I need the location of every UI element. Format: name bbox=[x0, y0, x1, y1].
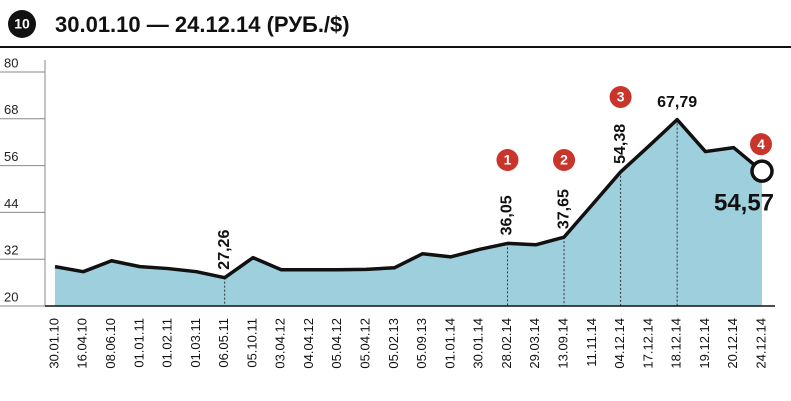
x-tick-label: 24.12.14 bbox=[753, 318, 768, 369]
x-tick-label: 19.12.14 bbox=[697, 318, 712, 369]
x-tick-label: 20.12.14 bbox=[725, 318, 740, 369]
x-tick-label: 13.09.14 bbox=[555, 318, 570, 369]
chart-title: 30.01.10 — 24.12.14 (РУБ./$) bbox=[55, 12, 350, 37]
x-tick-label: 17.12.14 bbox=[640, 318, 655, 369]
x-tick-label: 05.09.13 bbox=[414, 318, 429, 369]
callout-circle bbox=[750, 133, 772, 156]
callout-circle bbox=[609, 86, 632, 108]
y-tick-label: 32 bbox=[4, 243, 18, 258]
x-tick-label: 29.03.14 bbox=[527, 318, 542, 369]
badge bbox=[8, 10, 36, 38]
y-tick-label: 44 bbox=[4, 196, 18, 211]
value-label: 27,26 bbox=[216, 230, 233, 270]
x-tick-label: 05.04.12 bbox=[358, 318, 373, 369]
x-tick-label: 05.04.12 bbox=[329, 318, 344, 369]
x-tick-label: 05.10.11 bbox=[244, 318, 259, 368]
value-label: 54,57 bbox=[714, 190, 774, 217]
line bbox=[54, 117, 764, 280]
callout-circle bbox=[496, 149, 519, 171]
callout-number: 3 bbox=[617, 89, 625, 105]
badge-number: 10 bbox=[14, 16, 30, 32]
x-tick-label: 01.01.11 bbox=[131, 318, 146, 368]
x-tick-label: 18.12.14 bbox=[669, 318, 684, 369]
callout-number: 1 bbox=[504, 152, 512, 168]
x-tick-label: 01.01.14 bbox=[442, 318, 457, 369]
x-tick-label: 04.12.14 bbox=[612, 318, 627, 369]
x-tick-label: 05.02.13 bbox=[386, 318, 401, 369]
callout-circle bbox=[553, 149, 576, 171]
x-tick-label: 04.04.12 bbox=[301, 318, 316, 369]
x-tick-label: 28.02.14 bbox=[499, 318, 514, 369]
callout-number: 4 bbox=[757, 136, 765, 152]
area bbox=[55, 119, 762, 306]
value-label: 36,05 bbox=[499, 195, 516, 235]
x-tick-label: 01.02.11 bbox=[160, 318, 175, 368]
callout-number: 2 bbox=[560, 152, 568, 168]
y-tick-label: 56 bbox=[4, 149, 18, 164]
y-tick-label: 68 bbox=[4, 102, 18, 117]
end-marker bbox=[750, 159, 774, 183]
x-tick-label: 16.04.10 bbox=[75, 318, 90, 369]
y-tick-label: 80 bbox=[4, 55, 18, 70]
x-tick-label: 30.01.10 bbox=[46, 318, 61, 369]
x-tick-label: 03.04.12 bbox=[273, 318, 288, 369]
x-tick-label: 08.06.10 bbox=[103, 318, 118, 369]
x-tick-label: 01.03.11 bbox=[188, 318, 203, 368]
x-tick-label: 06.05.11 bbox=[216, 318, 231, 368]
value-label: 37,65 bbox=[555, 189, 572, 229]
value-label: 54,38 bbox=[612, 124, 629, 164]
x-tick-label: 30.01.14 bbox=[471, 318, 486, 369]
y-tick-label: 20 bbox=[4, 289, 18, 304]
x-tick-label: 11.11.14 bbox=[584, 318, 599, 367]
value-label: 67,79 bbox=[657, 94, 697, 111]
